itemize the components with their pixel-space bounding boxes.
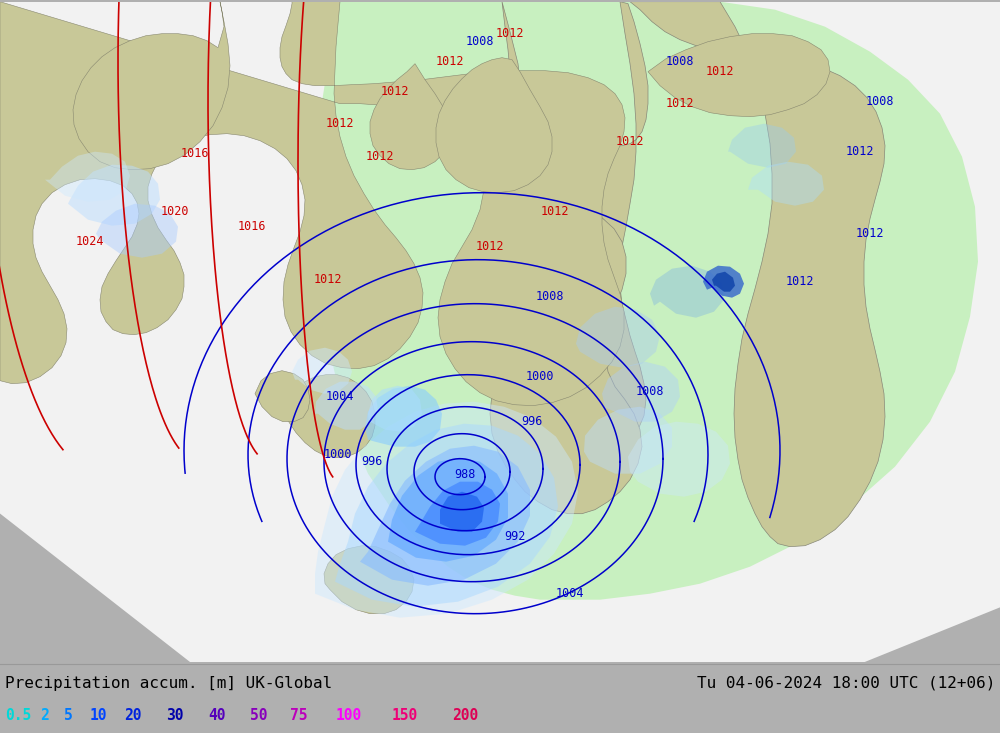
Polygon shape [96, 204, 178, 258]
Polygon shape [0, 1, 625, 405]
Text: 992: 992 [504, 530, 526, 543]
Text: 150: 150 [392, 707, 418, 723]
Polygon shape [548, 1, 648, 460]
Text: 1008: 1008 [666, 55, 694, 68]
Polygon shape [312, 1, 978, 600]
Text: 2: 2 [40, 707, 49, 723]
Text: 1016: 1016 [181, 147, 209, 161]
Text: 100: 100 [336, 707, 362, 723]
Polygon shape [490, 1, 642, 514]
Polygon shape [292, 347, 352, 394]
Text: 20: 20 [124, 707, 142, 723]
Polygon shape [315, 382, 378, 430]
Text: 1012: 1012 [666, 97, 694, 110]
Text: 1000: 1000 [324, 448, 352, 461]
Text: 1008: 1008 [866, 95, 894, 108]
Text: 1024: 1024 [76, 235, 104, 248]
Text: 1008: 1008 [536, 290, 564, 303]
Text: 1012: 1012 [314, 273, 342, 286]
Polygon shape [628, 421, 730, 497]
Text: 30: 30 [166, 707, 184, 723]
Text: 40: 40 [208, 707, 226, 723]
Text: 1004: 1004 [326, 390, 354, 403]
Text: 1012: 1012 [381, 85, 409, 98]
Polygon shape [703, 265, 744, 298]
Text: 10: 10 [90, 707, 108, 723]
Polygon shape [388, 457, 508, 561]
Text: 1012: 1012 [366, 150, 394, 163]
Text: Precipitation accum. [m] UK-Global: Precipitation accum. [m] UK-Global [5, 676, 332, 690]
Polygon shape [728, 124, 796, 168]
Polygon shape [360, 446, 530, 586]
Text: 1020: 1020 [161, 205, 189, 218]
Text: 0.5: 0.5 [5, 707, 31, 723]
Polygon shape [45, 152, 130, 202]
Text: 1012: 1012 [496, 27, 524, 40]
Text: 1012: 1012 [616, 135, 644, 148]
Polygon shape [335, 424, 558, 607]
Text: 1012: 1012 [706, 65, 734, 78]
Text: 988: 988 [454, 468, 476, 481]
Polygon shape [748, 162, 824, 206]
Polygon shape [648, 34, 830, 117]
Polygon shape [584, 407, 672, 474]
Text: 1012: 1012 [326, 117, 354, 130]
Text: 50: 50 [250, 707, 268, 723]
Polygon shape [370, 64, 450, 169]
Polygon shape [368, 386, 422, 432]
Text: 1008: 1008 [466, 35, 494, 48]
Text: 1012: 1012 [476, 240, 504, 253]
Polygon shape [255, 371, 310, 421]
Polygon shape [278, 375, 375, 457]
Text: Tu 04-06-2024 18:00 UTC (12+06): Tu 04-06-2024 18:00 UTC (12+06) [697, 676, 995, 690]
Polygon shape [712, 272, 735, 292]
Text: 1000: 1000 [526, 370, 554, 383]
Text: 996: 996 [361, 455, 383, 468]
Polygon shape [415, 482, 500, 545]
Text: 1012: 1012 [436, 55, 464, 68]
Polygon shape [630, 1, 885, 547]
Polygon shape [73, 1, 230, 169]
Polygon shape [650, 265, 724, 317]
Text: 1004: 1004 [556, 587, 584, 600]
Text: 75: 75 [290, 707, 308, 723]
Text: 1016: 1016 [238, 220, 266, 233]
Text: 996: 996 [521, 415, 543, 428]
Text: 1012: 1012 [856, 227, 884, 240]
Polygon shape [68, 165, 160, 226]
Text: 1012: 1012 [786, 275, 814, 288]
Polygon shape [436, 58, 552, 193]
Polygon shape [576, 306, 660, 368]
Polygon shape [315, 402, 578, 618]
Text: 1008: 1008 [636, 385, 664, 398]
Text: 1012: 1012 [541, 205, 569, 218]
Polygon shape [365, 386, 442, 446]
Text: 5: 5 [64, 707, 73, 723]
Text: 1012: 1012 [846, 145, 874, 158]
Text: 200: 200 [452, 707, 478, 723]
Polygon shape [602, 361, 680, 421]
Polygon shape [324, 545, 414, 614]
Polygon shape [440, 492, 484, 531]
